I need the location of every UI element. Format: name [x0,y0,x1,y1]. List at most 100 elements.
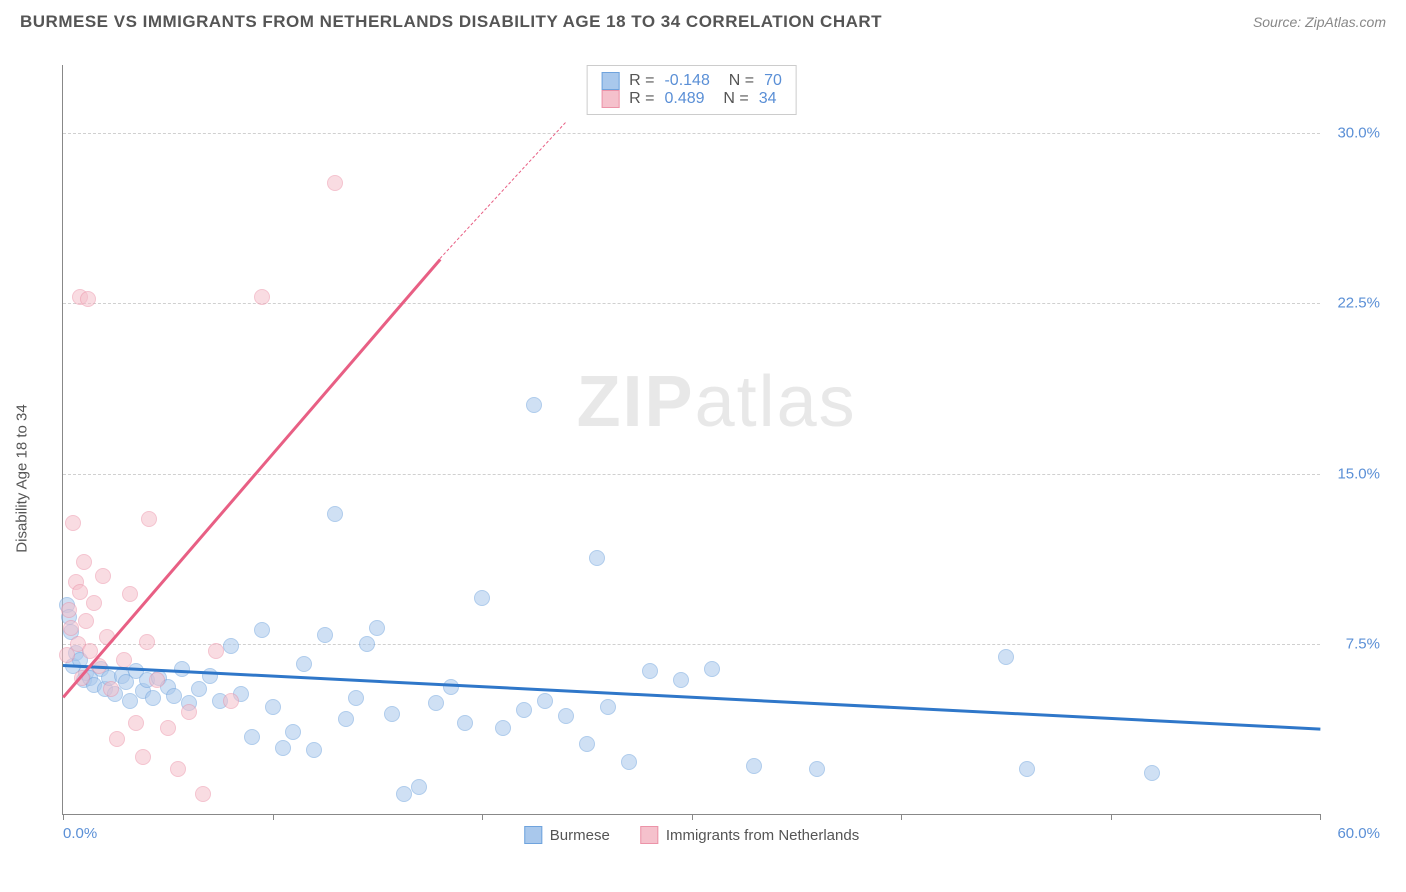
data-point [275,740,291,756]
data-point [1019,761,1035,777]
data-point [223,638,239,654]
legend-swatch [601,90,619,108]
data-point [170,761,186,777]
y-tick-label: 7.5% [1346,635,1380,652]
plot-area: ZIPatlas 7.5%15.0%22.5%30.0%0.0%60.0%R =… [62,65,1320,815]
data-point [704,661,720,677]
gridline [63,133,1320,134]
data-point [428,695,444,711]
data-point [160,720,176,736]
data-point [86,595,102,611]
stat-n-label: N = [720,72,754,90]
gridline [63,644,1320,645]
data-point [474,590,490,606]
data-point [396,786,412,802]
data-point [78,613,94,629]
data-point [139,634,155,650]
data-point [296,656,312,672]
stat-r-value: -0.148 [664,72,709,90]
data-point [457,715,473,731]
stat-r-value: 0.489 [664,90,704,108]
stat-r-label: R = [629,72,654,90]
data-point [579,736,595,752]
data-point [317,627,333,643]
data-point [145,690,161,706]
data-point [149,672,165,688]
x-tick [901,814,902,820]
data-point [254,622,270,638]
data-point [642,663,658,679]
data-point [338,711,354,727]
data-point [63,620,79,636]
data-point [327,175,343,191]
data-point [254,289,270,305]
data-point [122,586,138,602]
legend-label: Burmese [550,827,610,844]
data-point [621,754,637,770]
data-point [166,688,182,704]
data-point [141,511,157,527]
data-point [80,291,96,307]
data-point [208,643,224,659]
source-label: Source: ZipAtlas.com [1253,14,1386,30]
chart-header: BURMESE VS IMMIGRANTS FROM NETHERLANDS D… [0,0,1406,40]
data-point [369,620,385,636]
x-tick [692,814,693,820]
gridline [63,303,1320,304]
legend: Burmese Immigrants from Netherlands [524,826,859,844]
y-tick-label: 15.0% [1337,465,1380,482]
data-point [65,515,81,531]
data-point [195,786,211,802]
y-tick-label: 22.5% [1337,295,1380,312]
data-point [174,661,190,677]
stats-legend: R =-0.148 N =70R =0.489 N =34 [586,65,797,115]
data-point [443,679,459,695]
x-tick [273,814,274,820]
data-point [223,693,239,709]
data-point [809,761,825,777]
x-tick [1320,814,1321,820]
x-tick [482,814,483,820]
data-point [191,681,207,697]
chart-container: Disability Age 18 to 34 ZIPatlas 7.5%15.… [50,50,1390,890]
x-tick [1111,814,1112,820]
data-point [244,729,260,745]
y-axis-label: Disability Age 18 to 34 [14,404,31,552]
data-point [103,681,119,697]
stat-n-value: 34 [759,90,777,108]
trend-line [62,258,441,698]
data-point [1144,765,1160,781]
stat-n-label: N = [715,90,749,108]
chart-title: BURMESE VS IMMIGRANTS FROM NETHERLANDS D… [20,12,882,32]
data-point [495,720,511,736]
data-point [72,584,88,600]
stat-r-label: R = [629,90,654,108]
data-point [411,779,427,795]
legend-swatch [524,826,542,844]
data-point [348,690,364,706]
data-point [558,708,574,724]
data-point [600,699,616,715]
x-tick [63,814,64,820]
legend-item: Immigrants from Netherlands [640,826,859,844]
data-point [673,672,689,688]
data-point [109,731,125,747]
data-point [181,704,197,720]
data-point [998,649,1014,665]
data-point [135,749,151,765]
data-point [76,554,92,570]
x-tick-label: 60.0% [1337,825,1380,842]
data-point [359,636,375,652]
data-point [516,702,532,718]
data-point [537,693,553,709]
data-point [202,668,218,684]
data-point [526,397,542,413]
data-point [384,706,400,722]
trend-line [440,122,566,259]
legend-swatch [601,72,619,90]
legend-label: Immigrants from Netherlands [666,827,859,844]
data-point [128,715,144,731]
x-tick-label: 0.0% [63,825,97,842]
y-tick-label: 30.0% [1337,125,1380,142]
legend-swatch [640,826,658,844]
